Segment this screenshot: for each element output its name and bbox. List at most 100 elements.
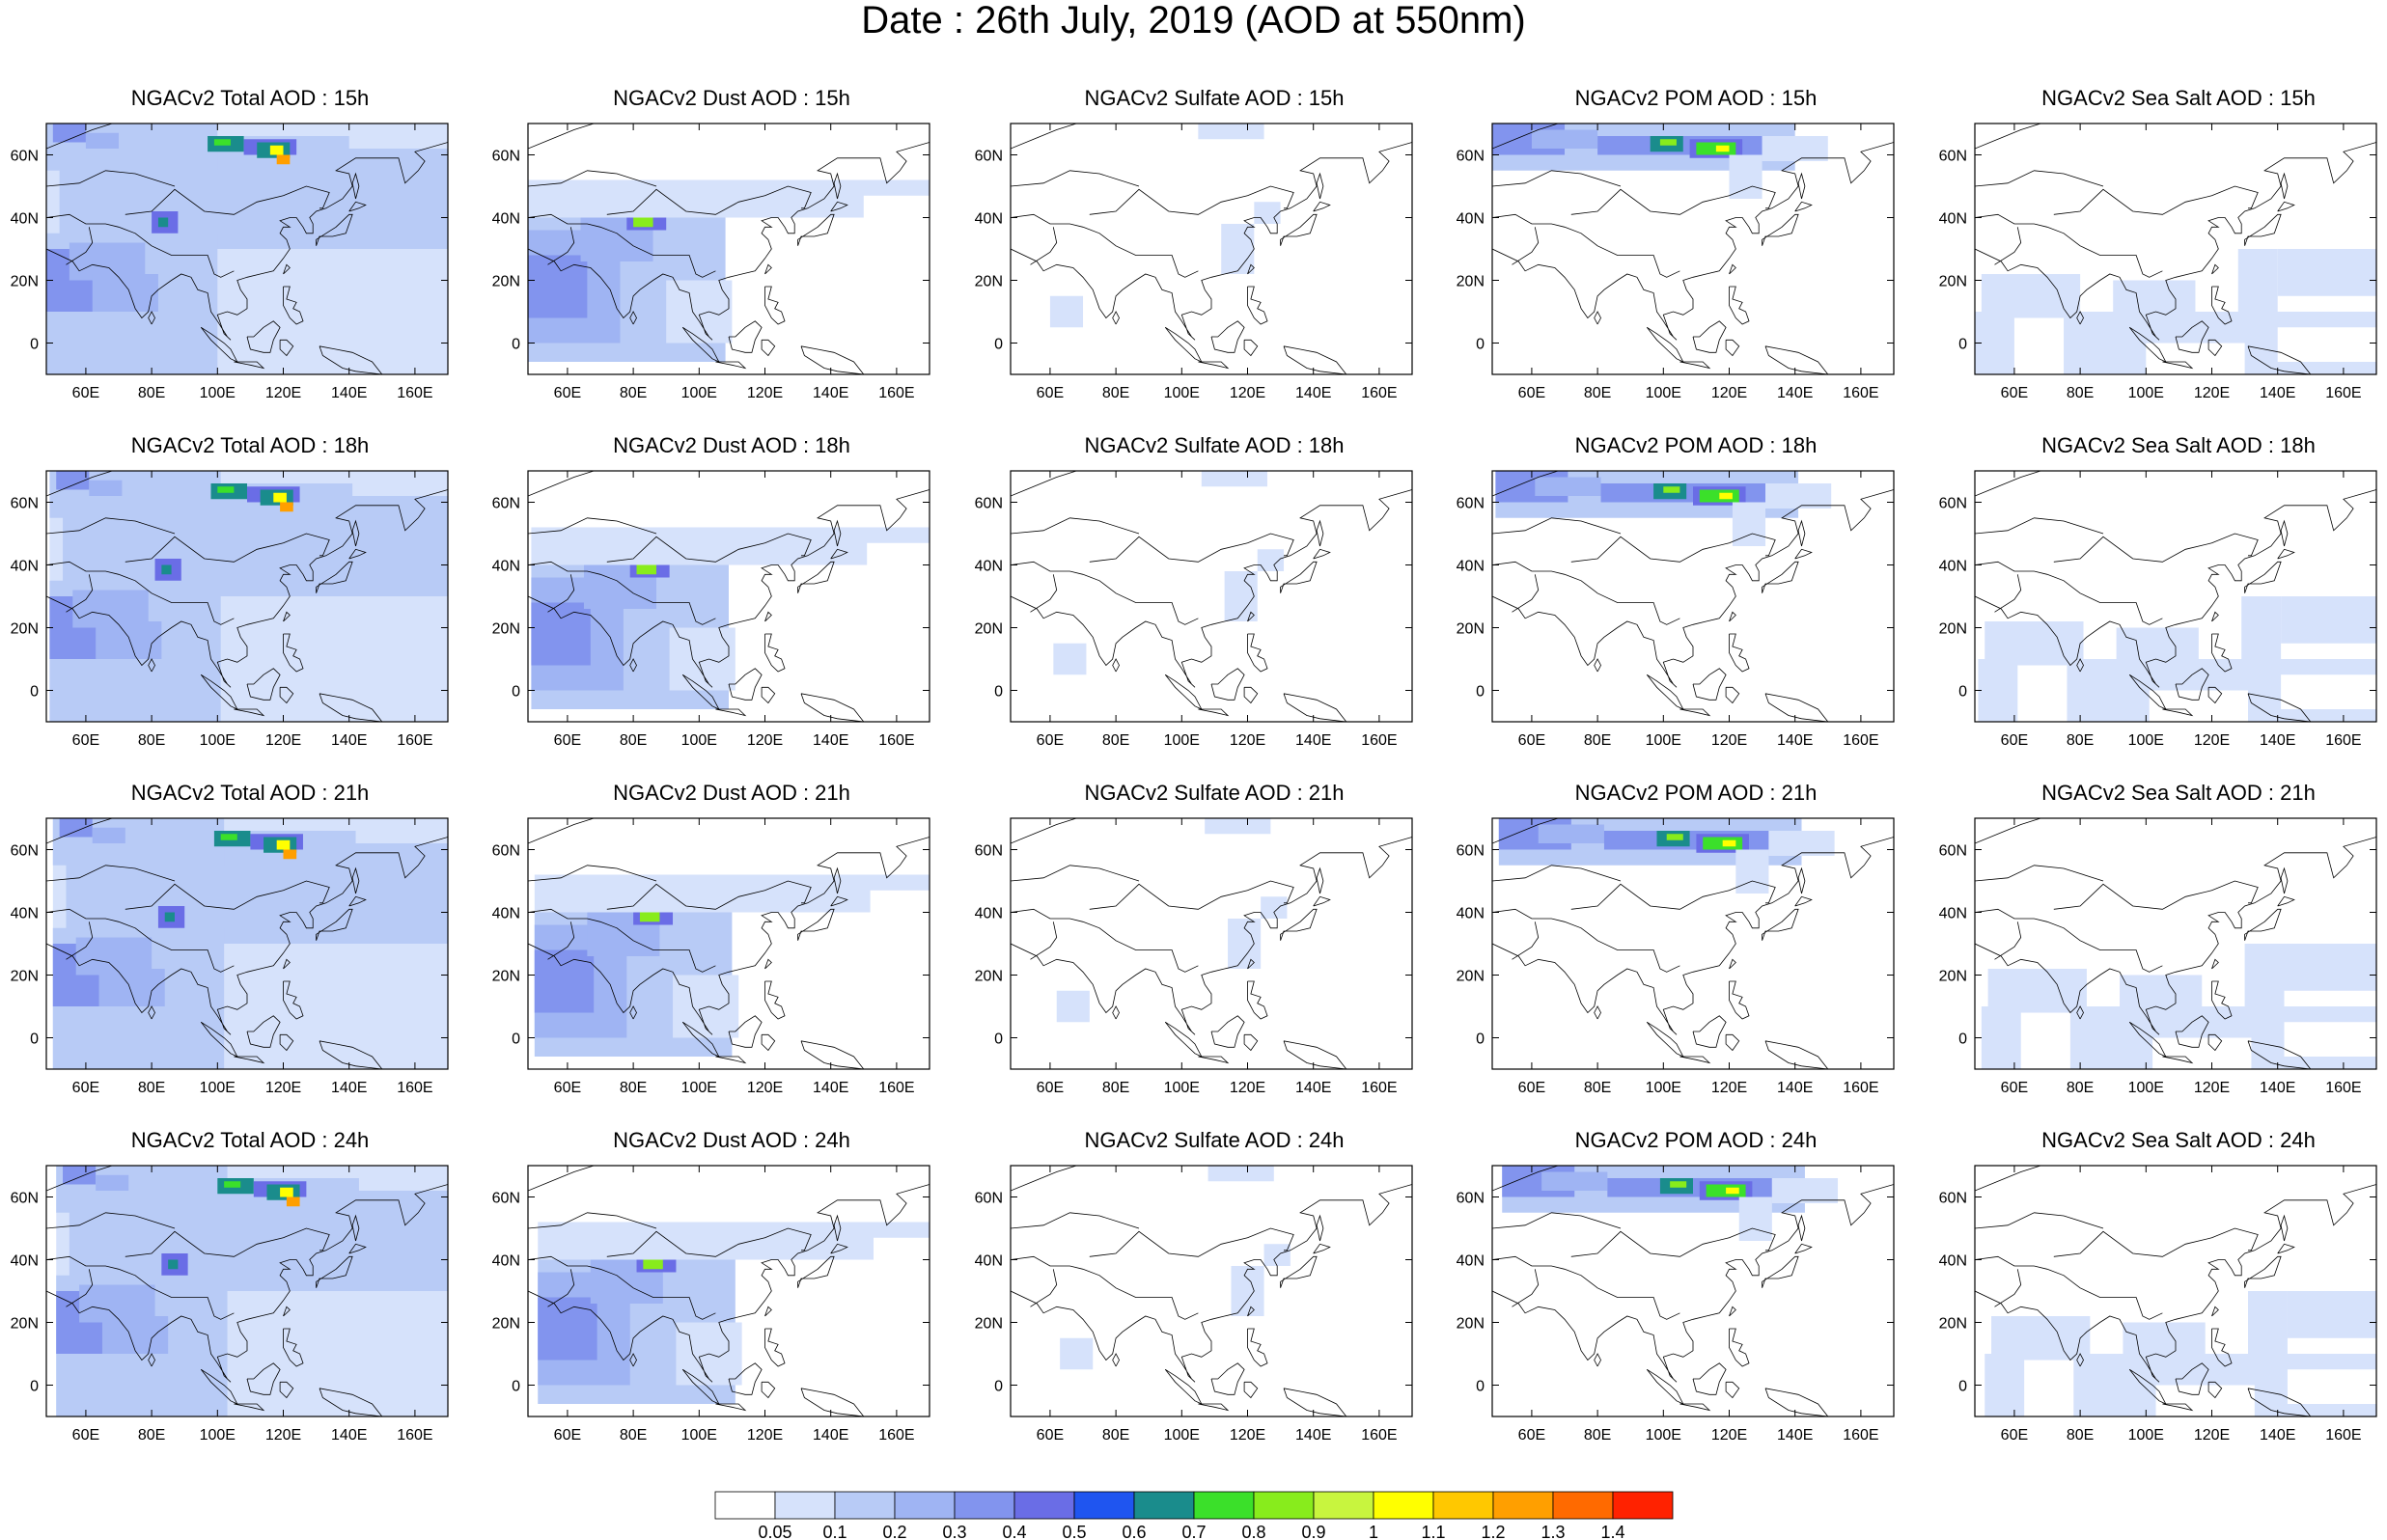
lon-tick-label: 60E xyxy=(2001,385,2028,401)
aod-cell xyxy=(2146,343,2245,374)
aod-cell xyxy=(639,912,660,922)
lon-tick-label: 140E xyxy=(1777,385,1813,401)
colorbar-swatch xyxy=(834,1491,896,1520)
coastline xyxy=(2175,668,2209,701)
aod-cell xyxy=(2287,1369,2376,1404)
map-frame xyxy=(1974,817,2377,1070)
coastline xyxy=(2244,561,2282,593)
coastline xyxy=(2076,311,2084,325)
aod-cell xyxy=(276,154,291,165)
lat-tick-label: 20N xyxy=(1457,621,1485,638)
lon-tick-label: 100E xyxy=(200,1427,236,1444)
lon-tick-label: 160E xyxy=(1361,1080,1397,1096)
coastline xyxy=(1247,633,1268,673)
coastline xyxy=(1011,865,1140,882)
coastline xyxy=(1570,185,1776,215)
lon-tick-label: 120E xyxy=(747,1427,783,1444)
aod-cell xyxy=(52,124,86,143)
lon-tick-label: 60E xyxy=(72,1080,99,1096)
coastline xyxy=(1011,471,1077,497)
coastline xyxy=(1794,895,1813,907)
coastline xyxy=(1313,895,1331,907)
aod-cell xyxy=(280,502,293,512)
coastline xyxy=(629,658,637,673)
coastline xyxy=(1679,361,1711,370)
lon-tick-label: 120E xyxy=(2194,1427,2230,1444)
lon-tick-label: 60E xyxy=(1518,1080,1545,1096)
coastline xyxy=(1280,561,1318,593)
coastline xyxy=(351,1214,360,1242)
lon-tick-label: 140E xyxy=(1295,1427,1331,1444)
lon-tick-label: 60E xyxy=(1037,1427,1064,1444)
coastline xyxy=(1492,837,1894,1035)
coastline xyxy=(2211,958,2219,970)
coastline xyxy=(528,213,601,228)
coastline xyxy=(348,548,367,560)
aod-cell xyxy=(1221,224,1255,274)
coastline xyxy=(348,1243,367,1254)
coastline xyxy=(1492,170,1622,187)
map-frame xyxy=(1974,470,2377,723)
coastline xyxy=(351,866,360,894)
coastline xyxy=(1082,573,1199,625)
coastline xyxy=(728,1362,763,1395)
lon-tick-label: 100E xyxy=(200,385,236,401)
coastline xyxy=(1570,533,1776,563)
map-frame xyxy=(527,470,930,723)
lat-tick-label: 40N xyxy=(11,1253,39,1270)
aod-cell xyxy=(633,217,653,228)
coastline xyxy=(1492,1212,1622,1229)
colorbar-label: 1.4 xyxy=(1600,1523,1624,1540)
coastline xyxy=(1316,172,1324,200)
coastline xyxy=(1492,489,1894,688)
lat-tick-label: 40N xyxy=(492,906,520,922)
coastline xyxy=(1797,172,1806,200)
lon-tick-label: 140E xyxy=(331,1427,367,1444)
lon-tick-label: 140E xyxy=(1777,732,1813,749)
lon-tick-label: 140E xyxy=(813,1427,848,1444)
lon-tick-label: 120E xyxy=(1711,732,1747,749)
coastline xyxy=(1512,574,1540,613)
lon-tick-label: 140E xyxy=(2260,1427,2295,1444)
lon-tick-label: 120E xyxy=(1230,732,1265,749)
lon-tick-label: 60E xyxy=(1037,385,1064,401)
coastline xyxy=(234,361,265,370)
lat-tick-label: 0 xyxy=(30,337,39,353)
coastline xyxy=(528,489,930,688)
coastline xyxy=(833,172,842,200)
coastline xyxy=(283,1328,304,1367)
lat-tick-label: 60N xyxy=(1457,1191,1485,1207)
lon-tick-label: 60E xyxy=(2001,1080,2028,1096)
coastline xyxy=(528,142,930,341)
panel-title: NGACv2 Total AOD : 15h xyxy=(130,86,370,110)
coastline xyxy=(2076,1353,2084,1367)
coastline xyxy=(2162,1056,2194,1064)
colorbar-label: 0.6 xyxy=(1122,1523,1146,1540)
aod-cell xyxy=(2149,690,2249,722)
coastline xyxy=(1210,1015,1245,1048)
aod-cell xyxy=(2237,249,2278,312)
colorbar-swatch xyxy=(954,1491,1015,1520)
aod-cell xyxy=(2277,327,2376,362)
coastline xyxy=(2175,320,2209,353)
aod-cell xyxy=(1703,837,1743,850)
lat-tick-label: 40N xyxy=(11,559,39,575)
lon-tick-label: 80E xyxy=(138,1427,165,1444)
map-plot: 60E 80E 100E 120E 140E 160E 0 20N 40N 60N xyxy=(1457,123,1895,401)
coastline xyxy=(46,865,176,882)
lat-tick-label: 40N xyxy=(1457,1253,1485,1270)
lon-tick-label: 140E xyxy=(1777,1427,1813,1444)
coastline xyxy=(283,958,291,970)
lon-tick-label: 60E xyxy=(72,732,99,749)
colorbar-swatch xyxy=(1612,1491,1674,1520)
coastline xyxy=(764,958,772,970)
coastline xyxy=(797,213,835,246)
aod-cell xyxy=(1659,139,1677,146)
coastline xyxy=(1011,142,1412,341)
map-plot: 60E 80E 100E 120E 140E 160E 0 20N 40N 60N xyxy=(1939,470,2377,749)
lon-tick-label: 80E xyxy=(138,1080,165,1096)
aod-cell xyxy=(217,486,235,493)
aod-cell xyxy=(283,849,297,860)
coastline xyxy=(351,172,360,200)
coastline xyxy=(599,573,716,625)
